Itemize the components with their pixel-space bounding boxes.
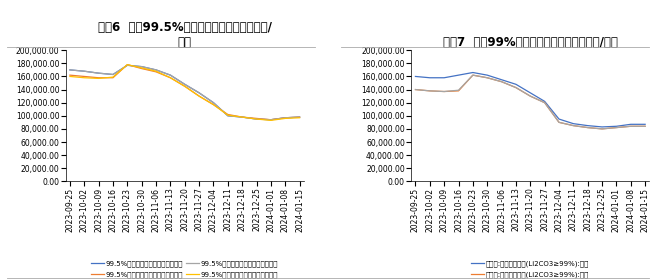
Legend: 平均价:工业级碳酸锂(Li2CO3≥99%):中国, 平均价:工业级碳酸锂(Li2CO3≥99%):青海, 平均价:工业级碳酸锂(Li2CO3≥99%):四川: 平均价:工业级碳酸锂(Li2CO3≥99%):中国, 平均价:工业级碳酸锂(Li…	[471, 261, 589, 279]
Title: 图表6  各地99.5%电池级碳酸锂现货价格（元/
吨）: 图表6 各地99.5%电池级碳酸锂现货价格（元/ 吨）	[98, 21, 272, 49]
Legend: 99.5%电池级碳酸锂现货价格：全国, 99.5%电池级碳酸锂现货价格：江西, 99.5%电池级碳酸锂现货价格：青海, 99.5%电池级碳酸锂现货价格：四川: 99.5%电池级碳酸锂现货价格：全国, 99.5%电池级碳酸锂现货价格：江西, …	[91, 261, 278, 278]
Title: 图表7  各地99%工业级碳酸锂现货价格（元/吨）: 图表7 各地99%工业级碳酸锂现货价格（元/吨）	[443, 36, 618, 49]
